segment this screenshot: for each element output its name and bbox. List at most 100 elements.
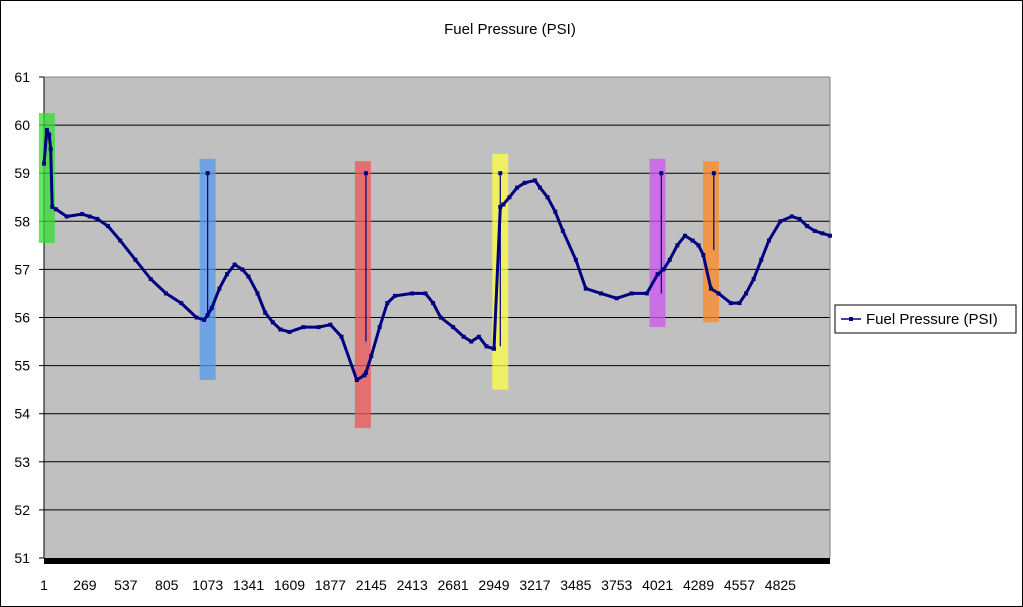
data-point	[545, 195, 550, 200]
data-point	[716, 291, 721, 296]
data-point	[614, 296, 619, 301]
y-tick-label: 61	[14, 69, 30, 85]
data-point	[682, 233, 687, 238]
data-point	[217, 286, 222, 291]
data-point	[476, 334, 481, 339]
x-tick-label: 1	[40, 577, 48, 593]
data-point	[301, 325, 306, 330]
data-point	[759, 257, 764, 262]
data-point	[148, 277, 153, 282]
x-tick-label: 1609	[274, 577, 305, 593]
data-point	[484, 344, 489, 349]
spike-point	[498, 171, 503, 176]
data-point	[385, 301, 390, 306]
legend-label: Fuel Pressure (PSI)	[866, 311, 998, 328]
x-tick-label: 4021	[642, 577, 673, 593]
data-point	[828, 233, 832, 238]
data-point	[362, 373, 367, 378]
y-tick-label: 59	[14, 165, 30, 181]
series-line	[42, 128, 831, 382]
data-point	[507, 195, 512, 200]
data-point	[708, 286, 713, 291]
data-point	[44, 127, 49, 132]
x-tick-label: 1073	[192, 577, 223, 593]
data-point	[270, 320, 275, 325]
data-point	[354, 378, 359, 383]
data-point	[532, 178, 537, 183]
data-point	[54, 207, 59, 212]
spike-point	[205, 171, 210, 176]
data-point	[778, 219, 783, 224]
data-point	[522, 180, 527, 185]
x-tick-label: 4825	[765, 577, 796, 593]
legend-marker-sample	[849, 317, 853, 321]
data-point	[42, 161, 46, 166]
data-point	[728, 301, 733, 306]
data-point	[118, 238, 123, 243]
data-point	[751, 277, 756, 282]
data-point	[232, 262, 237, 267]
data-point	[316, 325, 321, 330]
data-point	[661, 267, 666, 272]
data-point	[667, 257, 672, 262]
data-point	[263, 310, 268, 315]
data-point	[766, 238, 771, 243]
y-tick-label: 55	[14, 358, 30, 374]
data-point	[644, 291, 649, 296]
x-tick-label: 2413	[397, 577, 428, 593]
y-tick-label: 57	[14, 261, 30, 277]
data-point	[820, 231, 825, 236]
data-point	[202, 317, 207, 322]
x-tick-label: 1341	[233, 577, 264, 593]
spike-point	[659, 171, 664, 176]
y-tick-label: 53	[14, 454, 30, 470]
data-point	[423, 291, 428, 296]
data-point	[583, 286, 588, 291]
y-tick-label: 52	[14, 502, 30, 518]
x-tick-label: 2949	[478, 577, 509, 593]
legend-box	[834, 304, 1017, 334]
data-point	[225, 272, 230, 277]
data-point	[392, 293, 397, 298]
data-point	[461, 334, 466, 339]
data-point	[95, 216, 100, 221]
data-point	[696, 243, 701, 248]
data-point	[789, 214, 794, 219]
data-point	[805, 224, 810, 229]
data-point	[64, 214, 69, 219]
data-point	[553, 209, 558, 214]
data-point	[410, 291, 415, 296]
data-point	[655, 272, 660, 277]
data-point	[163, 291, 168, 296]
x-tick-label: 2681	[438, 577, 469, 593]
x-tick-label: 3217	[519, 577, 550, 593]
data-point	[80, 212, 85, 217]
plot-area: 51 52 53 54 55 56 57 58 59 60 61 1 269 537 805 1073 1341…	[14, 69, 832, 593]
data-point	[287, 329, 292, 334]
data-point	[363, 370, 368, 375]
data-point	[515, 185, 520, 190]
spike-point	[363, 171, 368, 176]
data-point	[560, 228, 565, 233]
chart-title: Fuel Pressure (PSI)	[444, 21, 576, 38]
data-point	[47, 132, 52, 137]
data-point	[50, 204, 55, 209]
legend: Fuel Pressure (PSI)	[834, 304, 1017, 334]
y-tick-label: 54	[14, 406, 30, 422]
y-tick-label: 60	[14, 117, 30, 133]
highlight-band	[354, 161, 371, 429]
data-point	[573, 257, 578, 262]
y-tick-label: 51	[14, 550, 30, 566]
x-tick-label: 4289	[683, 577, 714, 593]
data-point	[105, 224, 110, 229]
x-tick-label: 3485	[560, 577, 591, 593]
data-point	[194, 315, 199, 320]
data-point	[438, 315, 443, 320]
data-point	[492, 346, 497, 351]
data-point	[133, 257, 138, 262]
data-point	[701, 252, 706, 257]
data-point	[377, 325, 382, 330]
x-tick-label: 2145	[356, 577, 387, 593]
highlight-band	[649, 158, 666, 328]
data-point	[690, 238, 695, 243]
